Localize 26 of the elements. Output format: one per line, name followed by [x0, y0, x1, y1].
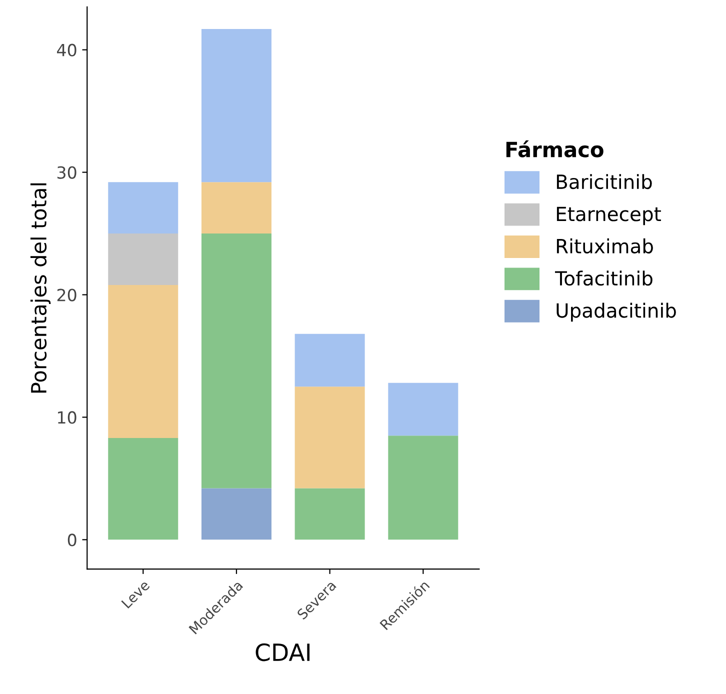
bar	[201, 234, 272, 488]
bar	[108, 234, 178, 285]
legend-label: Baricitinib	[556, 174, 652, 190]
bar	[201, 488, 272, 540]
y-tick-label: 0	[68, 534, 76, 546]
bar	[201, 28, 272, 182]
bar	[388, 436, 458, 540]
bar	[294, 488, 365, 540]
y-tick-label: 10	[58, 411, 76, 424]
legend-label: Upadacitinib	[556, 302, 676, 322]
legend-label: Etarnecept	[556, 206, 661, 226]
legend-title: Fármaco	[506, 140, 604, 158]
x-axis-title: CDAI	[256, 643, 310, 662]
y-tick-label: 40	[57, 44, 76, 56]
bar	[294, 386, 365, 488]
bar	[388, 382, 458, 436]
y-tick-label: 30	[57, 166, 76, 179]
legend-label: Rituximab	[556, 238, 653, 254]
y-axis-title: Porcentajes del total	[30, 183, 51, 393]
legend-label: Tofacitinib	[555, 270, 652, 286]
bar	[108, 182, 178, 234]
y-tick-label: 20	[57, 288, 76, 302]
bar	[201, 182, 272, 234]
bar	[294, 334, 365, 387]
bar	[108, 284, 178, 438]
bar	[108, 438, 178, 540]
